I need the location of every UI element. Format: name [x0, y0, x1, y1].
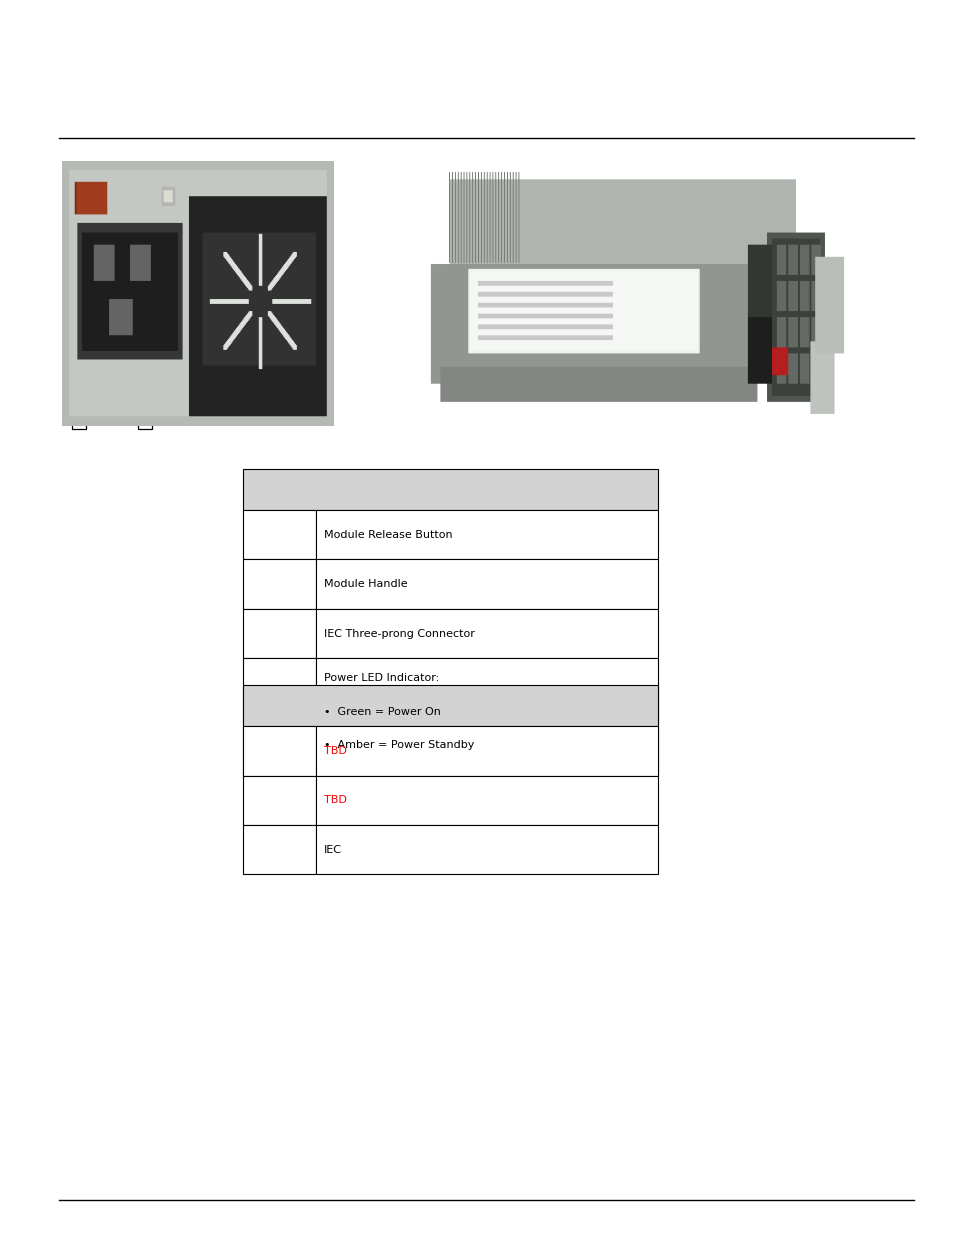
Bar — [243, 776, 315, 825]
Bar — [243, 609, 315, 658]
Bar — [243, 510, 315, 559]
Text: IEC Three-prong Connector: IEC Three-prong Connector — [323, 629, 474, 638]
Bar — [315, 510, 658, 559]
Bar — [243, 559, 315, 609]
Text: IEC: IEC — [323, 845, 341, 855]
Bar — [315, 726, 658, 776]
Bar — [243, 726, 315, 776]
Bar — [315, 559, 658, 609]
Bar — [243, 658, 315, 776]
Text: •  Green = Power On: • Green = Power On — [323, 706, 440, 716]
Bar — [315, 609, 658, 658]
Text: TBD: TBD — [323, 746, 346, 756]
Text: •  Amber = Power Standby: • Amber = Power Standby — [323, 741, 474, 751]
Text: 2: 2 — [75, 414, 83, 426]
Text: Module Release Button: Module Release Button — [323, 530, 452, 540]
Bar — [315, 776, 658, 825]
Text: TBD: TBD — [323, 795, 346, 805]
Text: Module Handle: Module Handle — [323, 579, 407, 589]
Bar — [243, 469, 658, 510]
Bar — [243, 685, 658, 726]
Bar — [243, 825, 315, 874]
Bar — [315, 825, 658, 874]
Bar — [315, 658, 658, 776]
Text: 1: 1 — [166, 177, 173, 189]
Text: Power LED Indicator:: Power LED Indicator: — [323, 673, 438, 683]
Text: 4: 4 — [213, 177, 221, 189]
Text: 3: 3 — [141, 414, 149, 426]
